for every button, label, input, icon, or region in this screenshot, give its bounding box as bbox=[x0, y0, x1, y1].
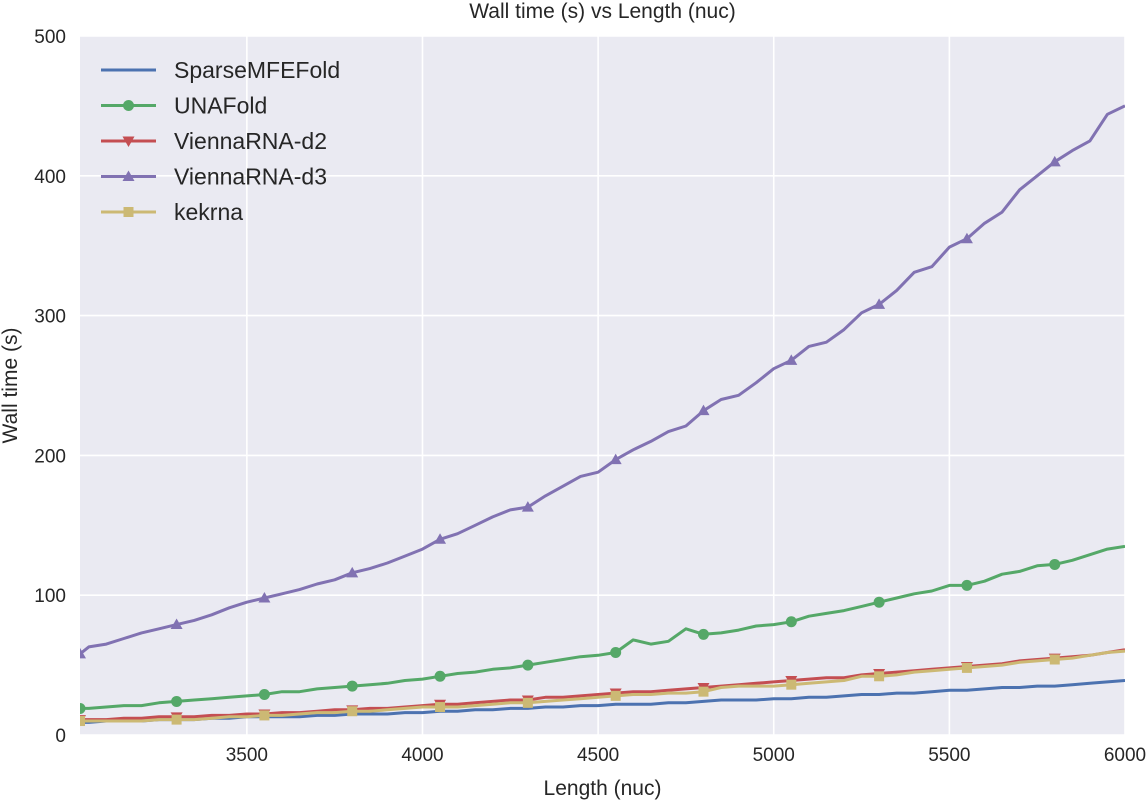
data-point bbox=[170, 618, 183, 630]
x-tick-label: 4000 bbox=[401, 745, 443, 766]
series-line bbox=[80, 104, 1125, 656]
data-point bbox=[80, 647, 86, 659]
data-point bbox=[960, 232, 973, 244]
legend-item: ViennaRNA-d2 bbox=[101, 128, 327, 154]
data-point bbox=[1048, 155, 1061, 167]
legend-label: ViennaRNA-d2 bbox=[174, 128, 327, 154]
data-point bbox=[522, 697, 533, 708]
legend-item: UNAFold bbox=[101, 93, 267, 119]
legend-label: SparseMFEFold bbox=[174, 57, 340, 83]
x-axis-label: Length (nuc) bbox=[544, 777, 662, 800]
data-point bbox=[697, 404, 710, 416]
data-point bbox=[698, 686, 709, 697]
series-kekrna bbox=[80, 649, 1125, 727]
data-point bbox=[123, 207, 134, 217]
data-point bbox=[785, 354, 798, 365]
data-point bbox=[961, 662, 972, 673]
data-point bbox=[80, 716, 85, 727]
data-point bbox=[873, 596, 885, 608]
data-point bbox=[123, 100, 134, 111]
y-tick-label: 500 bbox=[34, 27, 66, 48]
legend-label: UNAFold bbox=[174, 93, 267, 119]
legend-item: kekrna bbox=[101, 199, 243, 225]
y-axis-label: Wall time (s) bbox=[0, 328, 22, 444]
data-point bbox=[873, 298, 886, 309]
data-point bbox=[697, 628, 709, 640]
data-point bbox=[171, 695, 183, 707]
series-ViennaRNA-d3 bbox=[80, 104, 1125, 659]
x-tick-label: 3500 bbox=[226, 745, 268, 766]
data-point bbox=[961, 579, 973, 591]
grid bbox=[80, 35, 1126, 736]
y-tick-label: 100 bbox=[34, 586, 66, 607]
legend-item: SparseMFEFold bbox=[101, 57, 340, 83]
y-tick-label: 0 bbox=[55, 726, 66, 747]
data-point bbox=[346, 566, 359, 578]
x-tick-label: 6000 bbox=[1104, 745, 1146, 766]
data-point bbox=[785, 616, 797, 628]
legend: SparseMFEFold UNAFold ViennaRNA-d2 ViennaRN… bbox=[101, 57, 340, 225]
data-point bbox=[522, 659, 534, 671]
data-point bbox=[258, 591, 271, 603]
x-tick-label: 5500 bbox=[928, 745, 970, 766]
legend-label: ViennaRNA-d3 bbox=[174, 164, 327, 190]
plot-background bbox=[80, 36, 1125, 735]
series-line bbox=[80, 649, 1125, 723]
data-point bbox=[1049, 558, 1061, 570]
legend-item: ViennaRNA-d3 bbox=[101, 164, 327, 190]
data-point bbox=[347, 706, 358, 717]
data-point bbox=[874, 671, 885, 682]
y-tick-label: 400 bbox=[34, 167, 66, 188]
legend-label: kekrna bbox=[174, 199, 243, 225]
y-tick-label: 200 bbox=[34, 446, 66, 467]
data-point bbox=[435, 702, 446, 713]
data-point bbox=[122, 136, 135, 147]
data-point bbox=[521, 501, 534, 512]
series-UNAFold bbox=[80, 544, 1125, 714]
data-point bbox=[434, 670, 446, 682]
data-point bbox=[610, 690, 621, 701]
series-line bbox=[80, 544, 1125, 710]
data-point bbox=[171, 714, 182, 725]
data-point bbox=[259, 710, 270, 721]
data-point bbox=[786, 679, 797, 690]
data-point bbox=[80, 702, 86, 714]
x-tick-label: 4500 bbox=[577, 745, 619, 766]
series-layer bbox=[80, 104, 1125, 727]
tick-labels: 3500 4000 4500 5000 5500 6000 0 100 200 300 400 500 bbox=[34, 27, 1146, 766]
data-point bbox=[346, 680, 358, 692]
data-point bbox=[258, 688, 270, 700]
data-point bbox=[609, 453, 622, 465]
data-point bbox=[1049, 654, 1060, 665]
data-point bbox=[122, 170, 135, 181]
data-point bbox=[610, 647, 622, 659]
chart-title: Wall time (s) vs Length (nuc) bbox=[469, 0, 735, 23]
y-tick-label: 300 bbox=[34, 307, 66, 328]
data-point bbox=[434, 533, 447, 544]
x-tick-label: 5000 bbox=[753, 745, 795, 766]
